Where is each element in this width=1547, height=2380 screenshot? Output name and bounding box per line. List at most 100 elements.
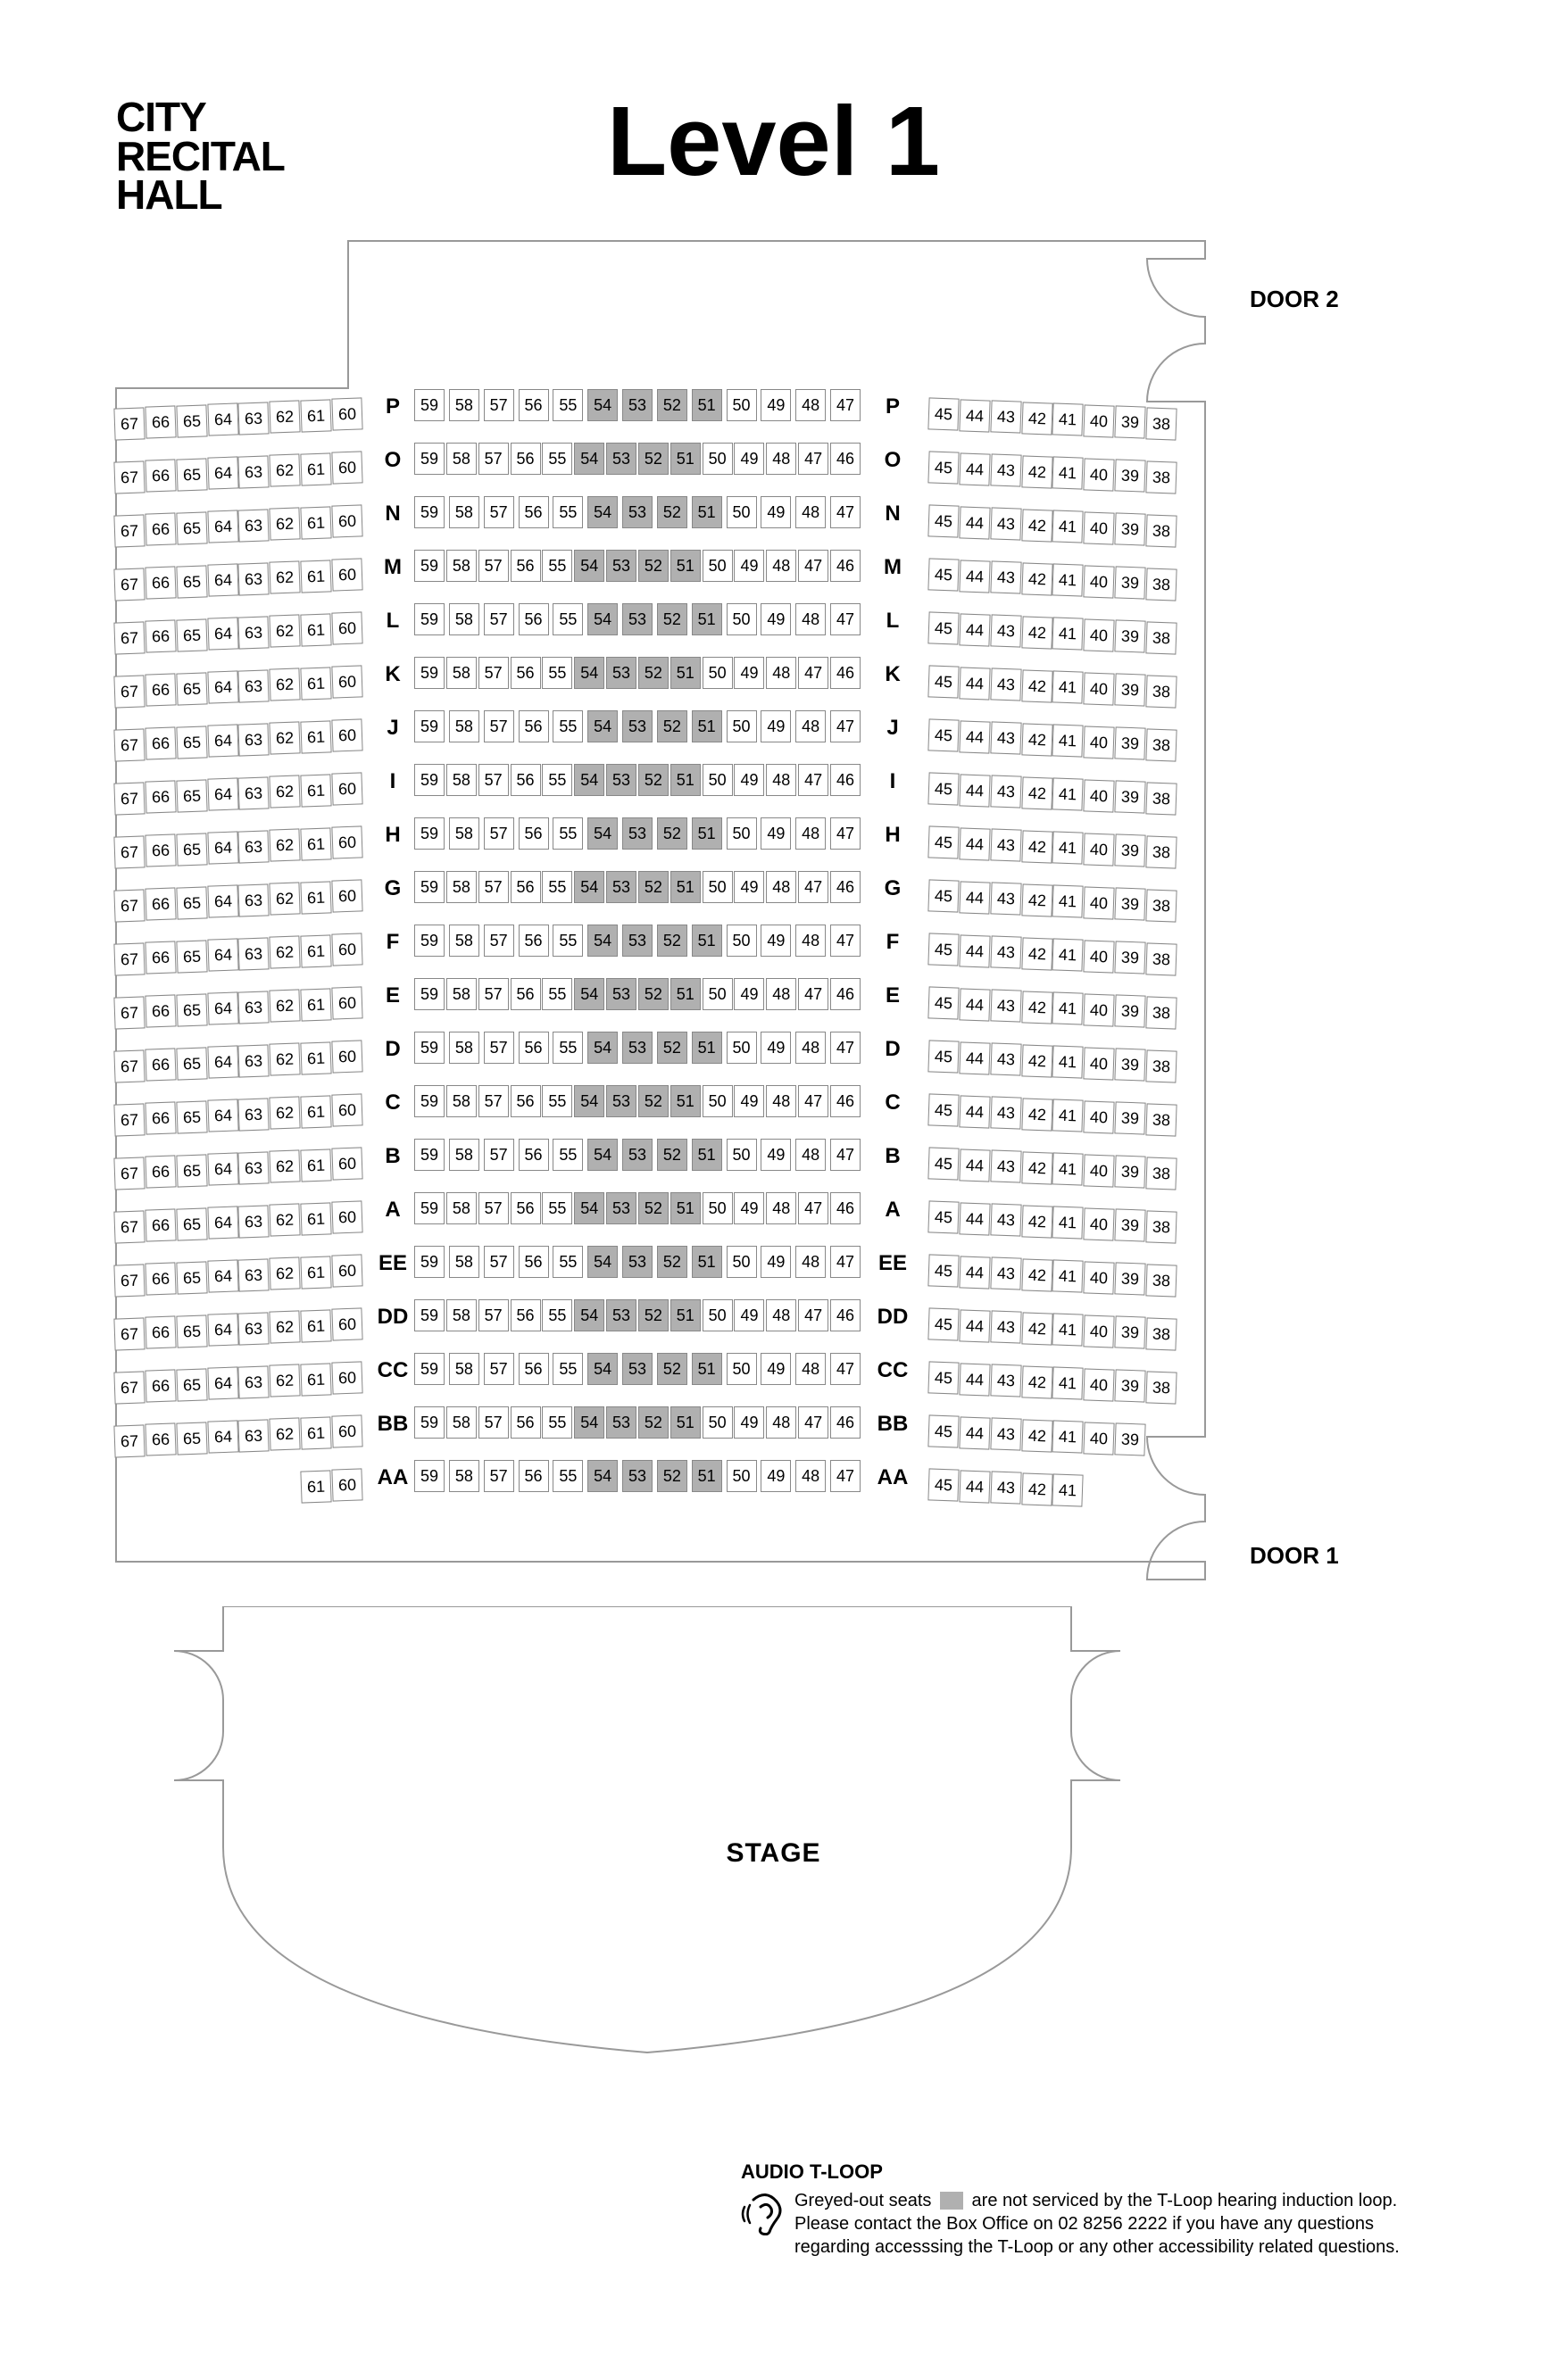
seat[interactable]: 51 <box>692 710 722 742</box>
seat[interactable]: 55 <box>553 496 583 528</box>
seat[interactable]: 56 <box>511 550 541 582</box>
seat[interactable]: 38 <box>1145 1049 1177 1082</box>
seat[interactable]: 41 <box>1052 938 1084 971</box>
seat[interactable]: 48 <box>766 443 796 475</box>
seat[interactable]: 61 <box>301 560 332 593</box>
seat[interactable]: 41 <box>1052 563 1084 596</box>
seat[interactable]: 52 <box>657 1246 687 1278</box>
seat[interactable]: 56 <box>511 1085 541 1117</box>
seat[interactable]: 42 <box>1021 616 1052 649</box>
seat[interactable]: 66 <box>145 994 176 1027</box>
seat[interactable]: 44 <box>959 1202 990 1235</box>
seat[interactable]: 44 <box>959 934 990 967</box>
seat[interactable]: 47 <box>830 1139 861 1171</box>
seat[interactable]: 63 <box>238 883 270 916</box>
seat[interactable]: 47 <box>798 1192 828 1224</box>
seat[interactable]: 57 <box>484 1246 514 1278</box>
seat[interactable]: 50 <box>703 871 733 903</box>
seat[interactable]: 50 <box>727 1139 757 1171</box>
seat[interactable]: 52 <box>657 710 687 742</box>
seat[interactable]: 66 <box>145 941 176 974</box>
seat[interactable]: 56 <box>519 817 549 850</box>
seat[interactable]: 58 <box>446 1406 477 1439</box>
seat[interactable]: 44 <box>959 452 990 485</box>
seat[interactable]: 53 <box>606 550 636 582</box>
seat[interactable]: 66 <box>145 1048 176 1081</box>
seat[interactable]: 63 <box>238 616 270 649</box>
seat[interactable]: 57 <box>484 1460 514 1492</box>
seat[interactable]: 56 <box>519 1460 549 1492</box>
seat[interactable]: 43 <box>990 1417 1021 1450</box>
seat[interactable]: 47 <box>830 1032 861 1064</box>
seat[interactable]: 50 <box>703 764 733 796</box>
seat[interactable]: 57 <box>478 1299 509 1331</box>
seat[interactable]: 58 <box>449 1246 479 1278</box>
seat[interactable]: 67 <box>113 1103 145 1136</box>
seat[interactable]: 42 <box>1021 402 1052 435</box>
seat[interactable]: 56 <box>511 443 541 475</box>
seat[interactable]: 52 <box>638 1192 669 1224</box>
seat[interactable]: 50 <box>703 1085 733 1117</box>
seat[interactable]: 67 <box>113 942 145 975</box>
seat[interactable]: 55 <box>542 1299 572 1331</box>
seat[interactable]: 47 <box>798 657 828 689</box>
seat[interactable]: 43 <box>990 560 1021 593</box>
seat[interactable]: 49 <box>761 1032 791 1064</box>
seat[interactable]: 62 <box>270 560 301 593</box>
seat[interactable]: 42 <box>1021 1472 1052 1505</box>
seat[interactable]: 67 <box>113 675 145 708</box>
seat[interactable]: 63 <box>238 1151 270 1184</box>
seat[interactable]: 42 <box>1021 723 1052 756</box>
seat[interactable]: 64 <box>207 1099 238 1132</box>
seat[interactable]: 38 <box>1145 889 1177 922</box>
seat[interactable]: 47 <box>798 443 828 475</box>
seat[interactable]: 58 <box>449 389 479 421</box>
seat[interactable]: 67 <box>113 889 145 922</box>
seat[interactable]: 63 <box>238 509 270 542</box>
seat[interactable]: 41 <box>1052 991 1084 1024</box>
seat[interactable]: 55 <box>542 1192 572 1224</box>
seat[interactable]: 66 <box>145 566 176 599</box>
seat[interactable]: 58 <box>446 764 477 796</box>
seat[interactable]: 56 <box>511 1192 541 1224</box>
seat[interactable]: 49 <box>734 1406 764 1439</box>
seat[interactable]: 41 <box>1052 510 1084 543</box>
seat[interactable]: 63 <box>238 1044 270 1077</box>
seat[interactable]: 45 <box>927 1307 959 1340</box>
seat[interactable]: 48 <box>766 657 796 689</box>
seat[interactable]: 57 <box>484 925 514 957</box>
seat[interactable]: 40 <box>1084 1368 1115 1401</box>
seat[interactable]: 57 <box>478 1085 509 1117</box>
seat[interactable]: 59 <box>414 764 445 796</box>
seat[interactable]: 62 <box>270 989 301 1022</box>
seat[interactable]: 40 <box>1084 565 1115 598</box>
seat[interactable]: 44 <box>959 506 990 539</box>
seat[interactable]: 66 <box>145 1369 176 1402</box>
seat[interactable]: 64 <box>207 884 238 917</box>
seat[interactable]: 57 <box>478 550 509 582</box>
seat[interactable]: 42 <box>1021 562 1052 595</box>
seat[interactable]: 56 <box>519 1353 549 1385</box>
seat[interactable]: 52 <box>638 978 669 1010</box>
seat[interactable]: 54 <box>574 443 604 475</box>
seat[interactable]: 65 <box>176 940 207 973</box>
seat[interactable]: 55 <box>542 978 572 1010</box>
seat[interactable]: 45 <box>927 451 959 484</box>
seat[interactable]: 47 <box>798 1299 828 1331</box>
seat[interactable]: 58 <box>449 925 479 957</box>
seat[interactable]: 38 <box>1145 996 1177 1029</box>
seat[interactable]: 66 <box>145 1422 176 1455</box>
seat[interactable]: 50 <box>703 1299 733 1331</box>
seat[interactable]: 48 <box>795 1139 826 1171</box>
seat[interactable]: 53 <box>606 1406 636 1439</box>
seat[interactable]: 58 <box>446 1192 477 1224</box>
seat[interactable]: 45 <box>927 933 959 966</box>
seat[interactable]: 56 <box>519 925 549 957</box>
seat[interactable]: 43 <box>990 1096 1021 1129</box>
seat[interactable]: 54 <box>587 925 618 957</box>
seat[interactable]: 41 <box>1052 1473 1084 1506</box>
seat[interactable]: 67 <box>113 835 145 868</box>
seat[interactable]: 51 <box>670 1299 701 1331</box>
seat[interactable]: 42 <box>1021 669 1052 702</box>
seat[interactable]: 55 <box>553 389 583 421</box>
